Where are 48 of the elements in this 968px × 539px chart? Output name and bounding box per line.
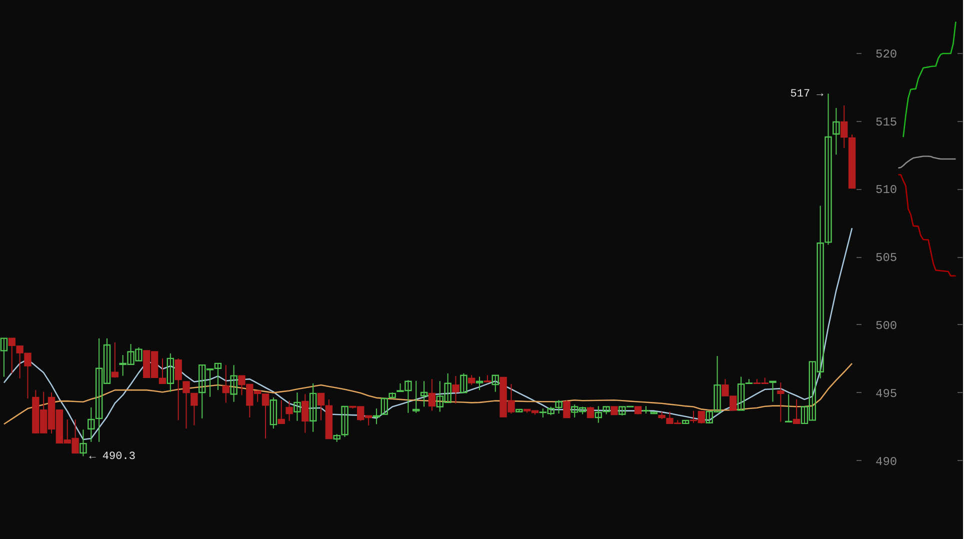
candlestick [555, 400, 562, 414]
candlestick [412, 380, 420, 414]
candlestick [158, 358, 166, 384]
candlestick [111, 342, 119, 378]
line-series [3, 362, 853, 425]
y-tick-label: 495 [876, 386, 898, 401]
candlestick [840, 104, 848, 148]
candlestick [80, 429, 87, 457]
candlestick [380, 398, 388, 415]
candlestick [594, 406, 602, 424]
candlestick [785, 394, 792, 422]
candlestick [428, 378, 436, 412]
candlestick [230, 364, 238, 402]
y-tick-label: 505 [876, 251, 898, 266]
candlestick [341, 406, 348, 438]
candlestick [222, 364, 230, 404]
candlestick [294, 392, 301, 422]
y-tick-label: 515 [876, 115, 898, 130]
candlestick [468, 374, 476, 386]
candlestick [563, 400, 570, 418]
candlestick [286, 400, 293, 422]
y-tick-label: 500 [876, 318, 898, 333]
candlestick [270, 397, 278, 429]
annotation: ← 490.3 [89, 451, 136, 464]
candlestick [88, 406, 95, 442]
candlestick [372, 408, 380, 425]
candlestick [174, 358, 182, 421]
candlestick [492, 374, 499, 392]
candlestick [302, 394, 309, 434]
candlestick [460, 372, 468, 394]
candlestick [278, 400, 285, 424]
candlestick [452, 376, 460, 404]
candlestick [166, 352, 174, 392]
candlestick [190, 392, 198, 426]
candlestick [309, 382, 317, 432]
candlestick [0, 338, 8, 378]
annotation: 517 → [790, 88, 824, 101]
line-series [3, 227, 853, 440]
candlestick [792, 398, 800, 424]
y-tick-label: 520 [876, 47, 898, 62]
y-tick-label: 510 [876, 183, 898, 198]
candlestick [777, 382, 784, 422]
candlestick [182, 381, 190, 429]
y-tick-label: 490 [876, 454, 898, 469]
candlestick [476, 376, 484, 391]
candlestick [769, 380, 776, 402]
candlestick [420, 380, 428, 408]
candlestick [832, 107, 840, 156]
